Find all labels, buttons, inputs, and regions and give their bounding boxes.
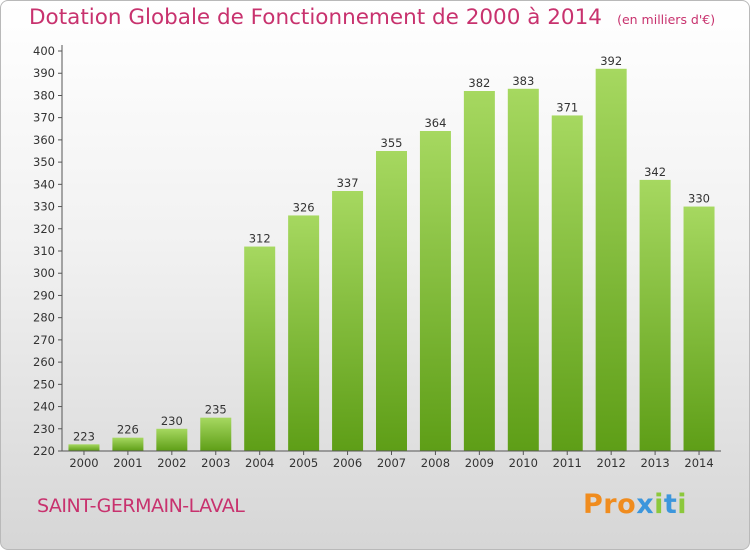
x-tick-label: 2012 bbox=[597, 456, 626, 470]
y-tick-label: 230 bbox=[33, 422, 55, 436]
y-tick-label: 250 bbox=[33, 377, 55, 391]
x-tick-label: 2005 bbox=[289, 456, 318, 470]
y-tick-label: 340 bbox=[33, 177, 55, 191]
logo-letter: r bbox=[603, 489, 618, 520]
bar-value-label: 371 bbox=[556, 100, 578, 114]
chart-title: Dotation Globale de Fonctionnement de 20… bbox=[29, 5, 602, 30]
y-tick-label: 310 bbox=[33, 244, 55, 258]
y-tick-label: 370 bbox=[33, 111, 55, 125]
bar bbox=[68, 444, 100, 451]
x-tick-label: 2010 bbox=[509, 456, 538, 470]
bar-value-label: 342 bbox=[644, 165, 666, 179]
bar-value-label: 383 bbox=[512, 74, 534, 88]
y-tick-label: 220 bbox=[33, 444, 55, 458]
bar-value-label: 326 bbox=[293, 200, 315, 214]
bar-value-label: 392 bbox=[600, 54, 622, 68]
bar bbox=[551, 115, 583, 451]
bar bbox=[419, 131, 451, 451]
town-name: SAINT-GERMAIN-LAVAL bbox=[37, 495, 245, 517]
bar-value-label: 355 bbox=[381, 136, 403, 150]
x-tick-label: 2000 bbox=[69, 456, 98, 470]
logo-letter: i bbox=[654, 489, 664, 520]
x-tick-label: 2001 bbox=[113, 456, 142, 470]
y-tick-label: 400 bbox=[33, 44, 55, 58]
bar-value-label: 235 bbox=[205, 403, 227, 417]
bar-value-label: 364 bbox=[424, 116, 446, 130]
x-tick-label: 2009 bbox=[465, 456, 494, 470]
bar bbox=[112, 437, 144, 451]
x-tick-label: 2003 bbox=[201, 456, 230, 470]
bar bbox=[463, 91, 495, 451]
bar bbox=[200, 417, 232, 451]
bar-value-label: 223 bbox=[73, 429, 95, 443]
y-tick-label: 240 bbox=[33, 400, 55, 414]
bar bbox=[376, 151, 407, 451]
bar-value-label: 230 bbox=[161, 414, 183, 428]
y-tick-label: 300 bbox=[33, 266, 55, 280]
y-tick-label: 390 bbox=[33, 66, 55, 80]
y-tick-label: 360 bbox=[33, 133, 55, 147]
title-row: Dotation Globale de Fonctionnement de 20… bbox=[29, 5, 715, 30]
x-tick-label: 2002 bbox=[157, 456, 186, 470]
y-tick-label: 330 bbox=[33, 200, 55, 214]
bar bbox=[639, 179, 671, 451]
logo-letter: x bbox=[636, 489, 655, 520]
y-tick-label: 270 bbox=[33, 333, 55, 347]
y-tick-label: 380 bbox=[33, 88, 55, 102]
bar bbox=[244, 246, 276, 451]
x-tick-label: 2014 bbox=[684, 456, 713, 470]
logo-letter: P bbox=[583, 489, 604, 520]
x-tick-label: 2006 bbox=[333, 456, 362, 470]
x-tick-label: 2008 bbox=[421, 456, 450, 470]
bar bbox=[332, 191, 364, 451]
bar bbox=[595, 68, 627, 452]
bar bbox=[683, 206, 715, 451]
bar-value-label: 337 bbox=[337, 176, 359, 190]
bar-value-label: 226 bbox=[117, 423, 139, 437]
bar-value-label: 330 bbox=[688, 192, 710, 206]
x-tick-label: 2013 bbox=[640, 456, 669, 470]
bar bbox=[156, 428, 188, 451]
x-tick-label: 2007 bbox=[377, 456, 406, 470]
logo-letter: i bbox=[677, 489, 688, 520]
y-tick-label: 290 bbox=[33, 288, 55, 302]
x-tick-label: 2011 bbox=[553, 456, 582, 470]
chart-unit: (en milliers d'€) bbox=[617, 12, 716, 27]
proxiti-logo: Proxiti bbox=[583, 489, 687, 520]
bar bbox=[288, 215, 320, 451]
y-tick-label: 350 bbox=[33, 155, 55, 169]
y-tick-label: 260 bbox=[33, 355, 55, 369]
y-tick-label: 280 bbox=[33, 311, 55, 325]
logo-letter: t bbox=[663, 489, 678, 520]
bar-value-label: 312 bbox=[249, 232, 271, 246]
logo-letter: o bbox=[617, 489, 637, 520]
bar bbox=[507, 88, 539, 452]
bar-value-label: 382 bbox=[468, 76, 490, 90]
x-tick-label: 2004 bbox=[245, 456, 274, 470]
y-tick-label: 320 bbox=[33, 222, 55, 236]
